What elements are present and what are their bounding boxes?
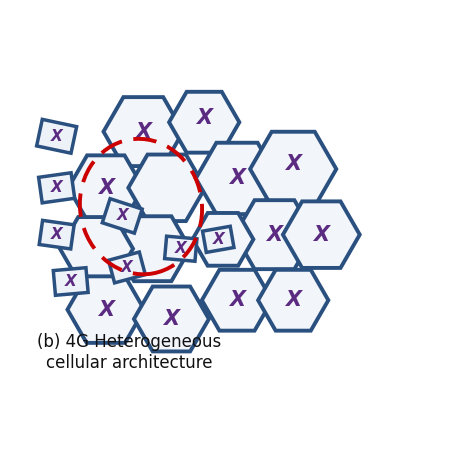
Text: X: X <box>135 122 151 142</box>
Polygon shape <box>164 236 197 261</box>
Polygon shape <box>68 155 143 220</box>
Text: X: X <box>98 178 114 198</box>
Text: X: X <box>164 309 180 329</box>
Polygon shape <box>169 92 239 153</box>
Text: X: X <box>51 227 63 242</box>
Text: X: X <box>121 260 133 275</box>
Text: X: X <box>285 290 301 310</box>
Text: X: X <box>51 180 63 195</box>
Polygon shape <box>250 132 337 206</box>
Polygon shape <box>115 216 190 281</box>
Text: X: X <box>175 241 187 256</box>
Text: X: X <box>51 129 63 144</box>
Polygon shape <box>128 155 205 221</box>
Polygon shape <box>109 252 146 283</box>
Polygon shape <box>102 199 142 233</box>
Text: X: X <box>266 225 283 245</box>
Polygon shape <box>67 276 144 343</box>
Polygon shape <box>38 173 75 203</box>
Text: X: X <box>65 274 77 289</box>
Text: X: X <box>229 290 245 310</box>
Polygon shape <box>258 270 328 331</box>
Polygon shape <box>103 97 183 166</box>
Polygon shape <box>283 201 360 268</box>
Text: X: X <box>116 209 128 223</box>
Polygon shape <box>202 270 272 331</box>
Polygon shape <box>39 220 74 249</box>
Text: X: X <box>98 300 114 319</box>
Polygon shape <box>235 200 314 269</box>
Text: (b) 4G Heterogeneous
cellular architecture: (b) 4G Heterogeneous cellular architectu… <box>37 333 221 372</box>
Polygon shape <box>53 268 88 295</box>
Polygon shape <box>202 226 234 252</box>
Text: X: X <box>285 155 301 174</box>
Text: X: X <box>313 225 329 245</box>
Text: X: X <box>212 232 224 247</box>
Text: X: X <box>229 168 245 189</box>
Polygon shape <box>134 286 209 351</box>
Polygon shape <box>192 213 254 266</box>
Text: X: X <box>196 108 212 128</box>
Polygon shape <box>196 143 278 214</box>
Polygon shape <box>36 119 77 153</box>
Polygon shape <box>60 217 133 280</box>
